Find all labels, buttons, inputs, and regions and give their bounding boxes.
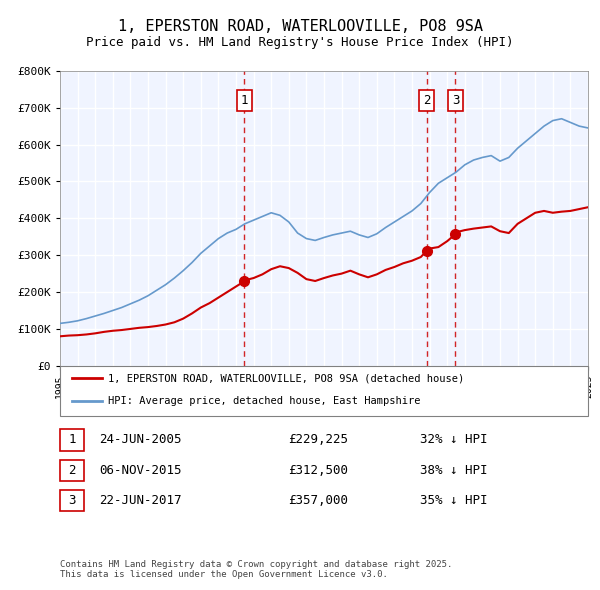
Text: 1: 1 — [68, 434, 76, 447]
Text: 24-JUN-2005: 24-JUN-2005 — [99, 434, 182, 447]
Text: £312,500: £312,500 — [288, 464, 348, 477]
Text: 3: 3 — [68, 494, 76, 507]
Text: 22-JUN-2017: 22-JUN-2017 — [99, 494, 182, 507]
Text: 1, EPERSTON ROAD, WATERLOOVILLE, PO8 9SA (detached house): 1, EPERSTON ROAD, WATERLOOVILLE, PO8 9SA… — [108, 373, 464, 384]
Text: 2: 2 — [423, 94, 431, 107]
Text: 1: 1 — [241, 94, 248, 107]
Text: 1, EPERSTON ROAD, WATERLOOVILLE, PO8 9SA: 1, EPERSTON ROAD, WATERLOOVILLE, PO8 9SA — [118, 19, 482, 34]
Text: £357,000: £357,000 — [288, 494, 348, 507]
Text: 3: 3 — [452, 94, 459, 107]
Text: 35% ↓ HPI: 35% ↓ HPI — [420, 494, 487, 507]
Text: £229,225: £229,225 — [288, 434, 348, 447]
Text: 2: 2 — [68, 464, 76, 477]
Text: 38% ↓ HPI: 38% ↓ HPI — [420, 464, 487, 477]
Text: Contains HM Land Registry data © Crown copyright and database right 2025.
This d: Contains HM Land Registry data © Crown c… — [60, 560, 452, 579]
Text: 06-NOV-2015: 06-NOV-2015 — [99, 464, 182, 477]
Text: HPI: Average price, detached house, East Hampshire: HPI: Average price, detached house, East… — [108, 396, 421, 406]
Text: 32% ↓ HPI: 32% ↓ HPI — [420, 434, 487, 447]
Text: Price paid vs. HM Land Registry's House Price Index (HPI): Price paid vs. HM Land Registry's House … — [86, 36, 514, 49]
